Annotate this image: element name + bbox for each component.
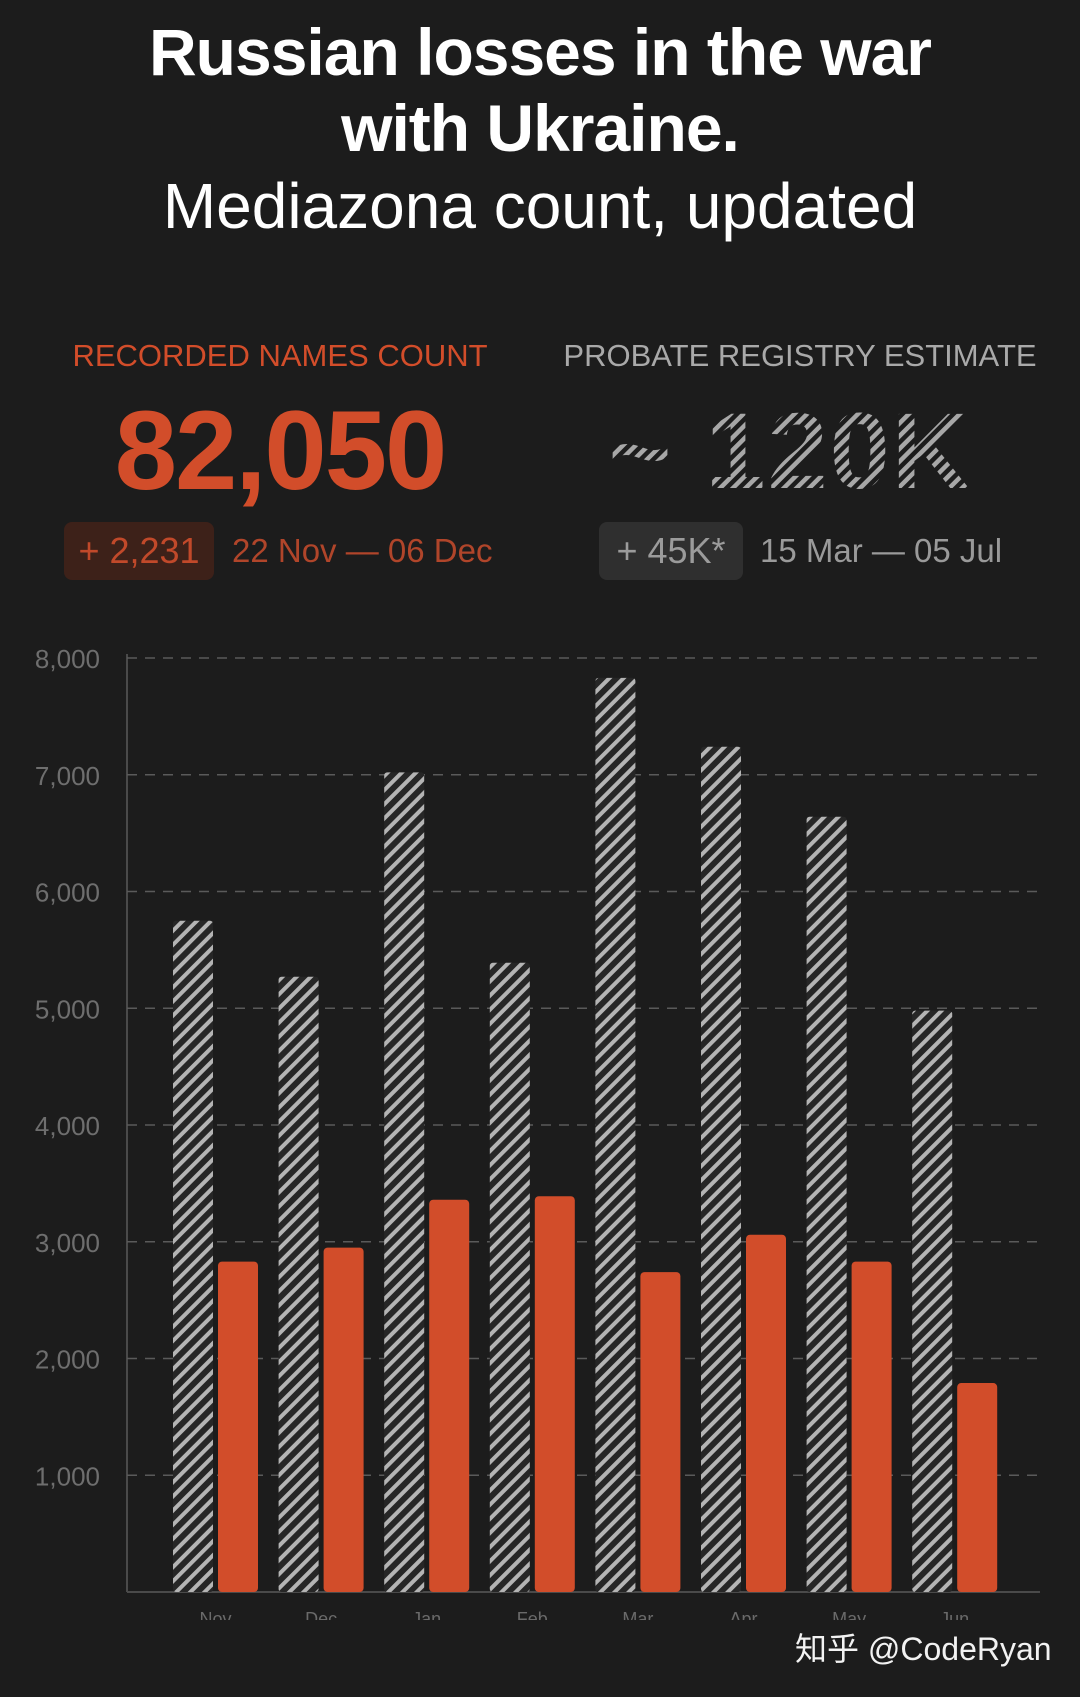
probate-delta-badge: + 45K* [599,522,743,580]
title-line-1: Russian losses in the war [149,15,932,89]
x-tick-label: Apr [729,1609,757,1620]
chart-subtitle: Mediazona count, updated [162,170,918,242]
chart-title: Russian losses in the war with Ukraine. [0,14,1080,166]
bar-probate-apr [701,746,741,1592]
y-tick-label: 5,000 [35,994,100,1024]
x-tick-label: Feb [517,1609,548,1620]
y-tick-label: 4,000 [35,1111,100,1141]
x-tick-label: Jan [412,1609,441,1620]
axis-labels: 1,000 2,000 3,000 4,000 5,000 6,000 7,000 8,000… [35,644,969,1620]
bar-probate-dec [278,976,319,1592]
bar-recorded-mar [640,1272,681,1592]
bar-probate-jun [912,1010,953,1592]
bar-recorded-apr [746,1234,786,1592]
title-line-2: with Ukraine. [341,91,740,165]
bars [173,677,998,1592]
bar-probate-jan [384,772,425,1592]
probate-estimate-label: PROBATE REGISTRY ESTIMATE [563,338,1037,373]
bar-recorded-may [851,1261,892,1592]
x-tick-label: Nov [199,1609,231,1620]
monthly-losses-chart: 1,000 2,000 3,000 4,000 5,000 6,000 7,000 8,000… [35,644,1040,1620]
bar-probate-mar [595,677,636,1592]
y-tick-label: 6,000 [35,878,100,908]
bar-probate-feb [489,962,530,1592]
bar-probate-may [806,816,847,1592]
bar-recorded-jan [429,1199,470,1592]
bar-probate-nov [173,920,213,1592]
recorded-delta-badge: + 2,231 [64,522,214,580]
bar-recorded-feb [534,1196,575,1592]
recorded-names-count: 82,050 [114,388,448,513]
recorded-period: 22 Nov — 06 Dec [232,532,493,569]
y-tick-label: 8,000 [35,644,100,674]
recorded-names-label: RECORDED NAMES COUNT [72,338,488,373]
bar-recorded-nov [218,1261,258,1592]
y-tick-label: 1,000 [35,1461,100,1491]
y-tick-label: 7,000 [35,761,100,791]
bar-recorded-dec [323,1247,364,1592]
y-tick-label: 2,000 [35,1345,100,1375]
x-tick-label: Dec [305,1609,337,1620]
x-tick-label: May [832,1609,866,1620]
watermark: 知乎 @CodeRyan [795,1631,1052,1667]
y-tick-label: 3,000 [35,1228,100,1258]
x-tick-label: Jun [940,1609,969,1620]
bar-recorded-jun [957,1383,998,1592]
x-tick-label: Mar [622,1609,653,1620]
probate-period: 15 Mar — 05 Jul [760,532,1003,569]
probate-estimate-value: ~ 120K [608,396,971,506]
grid-lines [126,654,1040,1593]
probate-estimate-text: ~ 120K [608,396,971,506]
